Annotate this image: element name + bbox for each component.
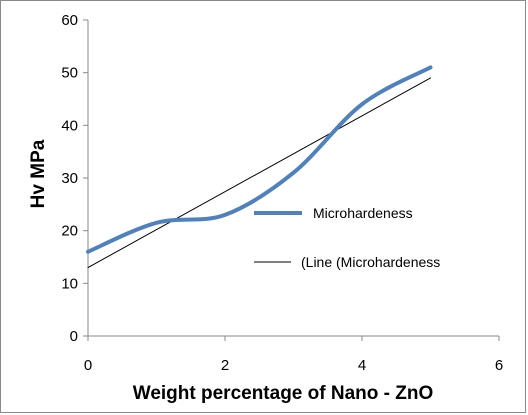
axes [83, 19, 500, 341]
y-axis-title: Hv MPa [28, 139, 49, 208]
y-tick-label: 50 [61, 65, 78, 82]
y-tick-label: 40 [61, 117, 78, 134]
series-layer [86, 65, 433, 269]
series-line-microhardeness [86, 65, 433, 254]
legend: Microhardeness (Line (Microhardeness [254, 205, 440, 270]
x-tick-labels: 0 2 4 6 [84, 357, 503, 374]
y-tick-label: 30 [61, 170, 78, 187]
x-tick-label: 2 [221, 357, 229, 374]
legend-label-trendline: (Line (Microhardeness [301, 254, 440, 270]
y-tick-label: 20 [61, 223, 78, 240]
y-tick-label: 0 [70, 328, 78, 345]
legend-label-microhardeness: Microhardeness [313, 205, 413, 221]
x-tick-label: 4 [358, 357, 366, 374]
series-line-trendline [87, 77, 431, 269]
y-tick-label: 10 [61, 275, 78, 292]
y-tick-labels: 0 10 20 30 40 50 60 [61, 12, 78, 345]
y-tick-label: 60 [61, 12, 78, 29]
x-tick-label: 0 [84, 357, 92, 374]
x-tick-label: 6 [495, 357, 503, 374]
x-axis-title: Weight percentage of Nano - ZnO [133, 383, 434, 404]
